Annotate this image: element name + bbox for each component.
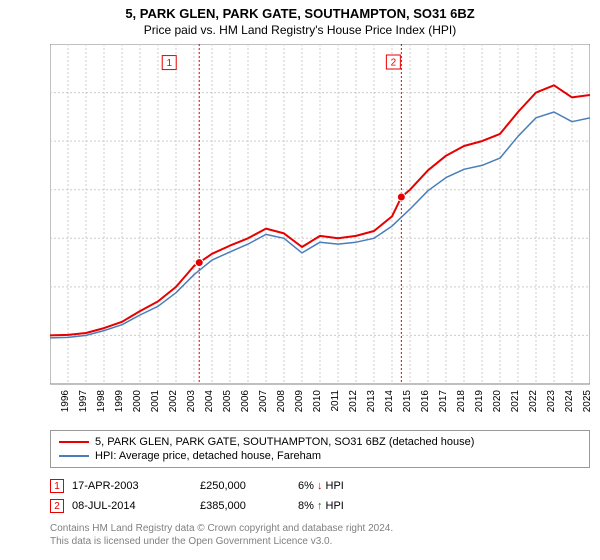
- svg-text:2018: 2018: [456, 390, 467, 413]
- svg-text:2013: 2013: [366, 390, 377, 413]
- price-chart: £0£100K£200K£300K£400K£500K£600K£700K199…: [50, 44, 590, 414]
- svg-text:2021: 2021: [510, 390, 521, 413]
- legend-swatch: [59, 441, 89, 443]
- legend-item: 5, PARK GLEN, PARK GATE, SOUTHAMPTON, SO…: [59, 435, 581, 449]
- footer-attribution: Contains HM Land Registry data © Crown c…: [50, 522, 393, 548]
- legend-item: HPI: Average price, detached house, Fare…: [59, 449, 581, 463]
- chart-title-main: 5, PARK GLEN, PARK GATE, SOUTHAMPTON, SO…: [0, 0, 600, 21]
- svg-text:2004: 2004: [204, 390, 215, 413]
- marker-date: 08-JUL-2014: [72, 500, 192, 512]
- svg-text:1: 1: [166, 58, 172, 69]
- svg-text:2008: 2008: [276, 390, 287, 413]
- marker-badge: 1: [50, 479, 64, 493]
- footer-line-2: This data is licensed under the Open Gov…: [50, 535, 393, 548]
- marker-date: 17-APR-2003: [72, 480, 192, 492]
- svg-text:2000: 2000: [132, 390, 143, 413]
- svg-text:1997: 1997: [78, 390, 89, 413]
- legend-swatch: [59, 455, 89, 457]
- legend-label: HPI: Average price, detached house, Fare…: [95, 450, 321, 462]
- svg-text:2010: 2010: [312, 390, 323, 413]
- svg-text:2015: 2015: [402, 390, 413, 413]
- svg-text:2025: 2025: [582, 390, 590, 413]
- svg-text:2012: 2012: [348, 390, 359, 413]
- svg-text:1999: 1999: [114, 390, 125, 413]
- marker-row: 1 17-APR-2003 £250,000 6% ↓ HPI: [50, 476, 590, 496]
- footer-line-1: Contains HM Land Registry data © Crown c…: [50, 522, 393, 535]
- svg-text:2023: 2023: [546, 390, 557, 413]
- svg-text:2020: 2020: [492, 390, 503, 413]
- svg-text:1998: 1998: [96, 390, 107, 413]
- marker-delta: 6% ↓ HPI: [298, 480, 388, 492]
- svg-text:2002: 2002: [168, 390, 179, 413]
- chart-title-sub: Price paid vs. HM Land Registry's House …: [0, 21, 600, 37]
- svg-text:1996: 1996: [60, 390, 71, 413]
- svg-text:2005: 2005: [222, 390, 233, 413]
- svg-text:2011: 2011: [330, 390, 341, 412]
- svg-text:2016: 2016: [420, 390, 431, 413]
- svg-text:2024: 2024: [564, 390, 575, 413]
- svg-text:2019: 2019: [474, 390, 485, 413]
- svg-text:2: 2: [391, 58, 397, 69]
- marker-price: £385,000: [200, 500, 290, 512]
- svg-text:2014: 2014: [384, 390, 395, 413]
- svg-text:2009: 2009: [294, 390, 305, 413]
- svg-text:2006: 2006: [240, 390, 251, 413]
- marker-table: 1 17-APR-2003 £250,000 6% ↓ HPI 2 08-JUL-2014…: [50, 476, 590, 516]
- marker-price: £250,000: [200, 480, 290, 492]
- svg-text:2001: 2001: [150, 390, 161, 413]
- svg-text:2017: 2017: [438, 390, 449, 413]
- svg-text:2022: 2022: [528, 390, 539, 413]
- legend-label: 5, PARK GLEN, PARK GATE, SOUTHAMPTON, SO…: [95, 436, 474, 448]
- legend: 5, PARK GLEN, PARK GATE, SOUTHAMPTON, SO…: [50, 430, 590, 468]
- svg-text:2003: 2003: [186, 390, 197, 413]
- svg-text:2007: 2007: [258, 390, 269, 413]
- marker-badge: 2: [50, 499, 64, 513]
- marker-delta: 8% ↑ HPI: [298, 500, 388, 512]
- marker-row: 2 08-JUL-2014 £385,000 8% ↑ HPI: [50, 496, 590, 516]
- svg-text:1995: 1995: [50, 390, 53, 413]
